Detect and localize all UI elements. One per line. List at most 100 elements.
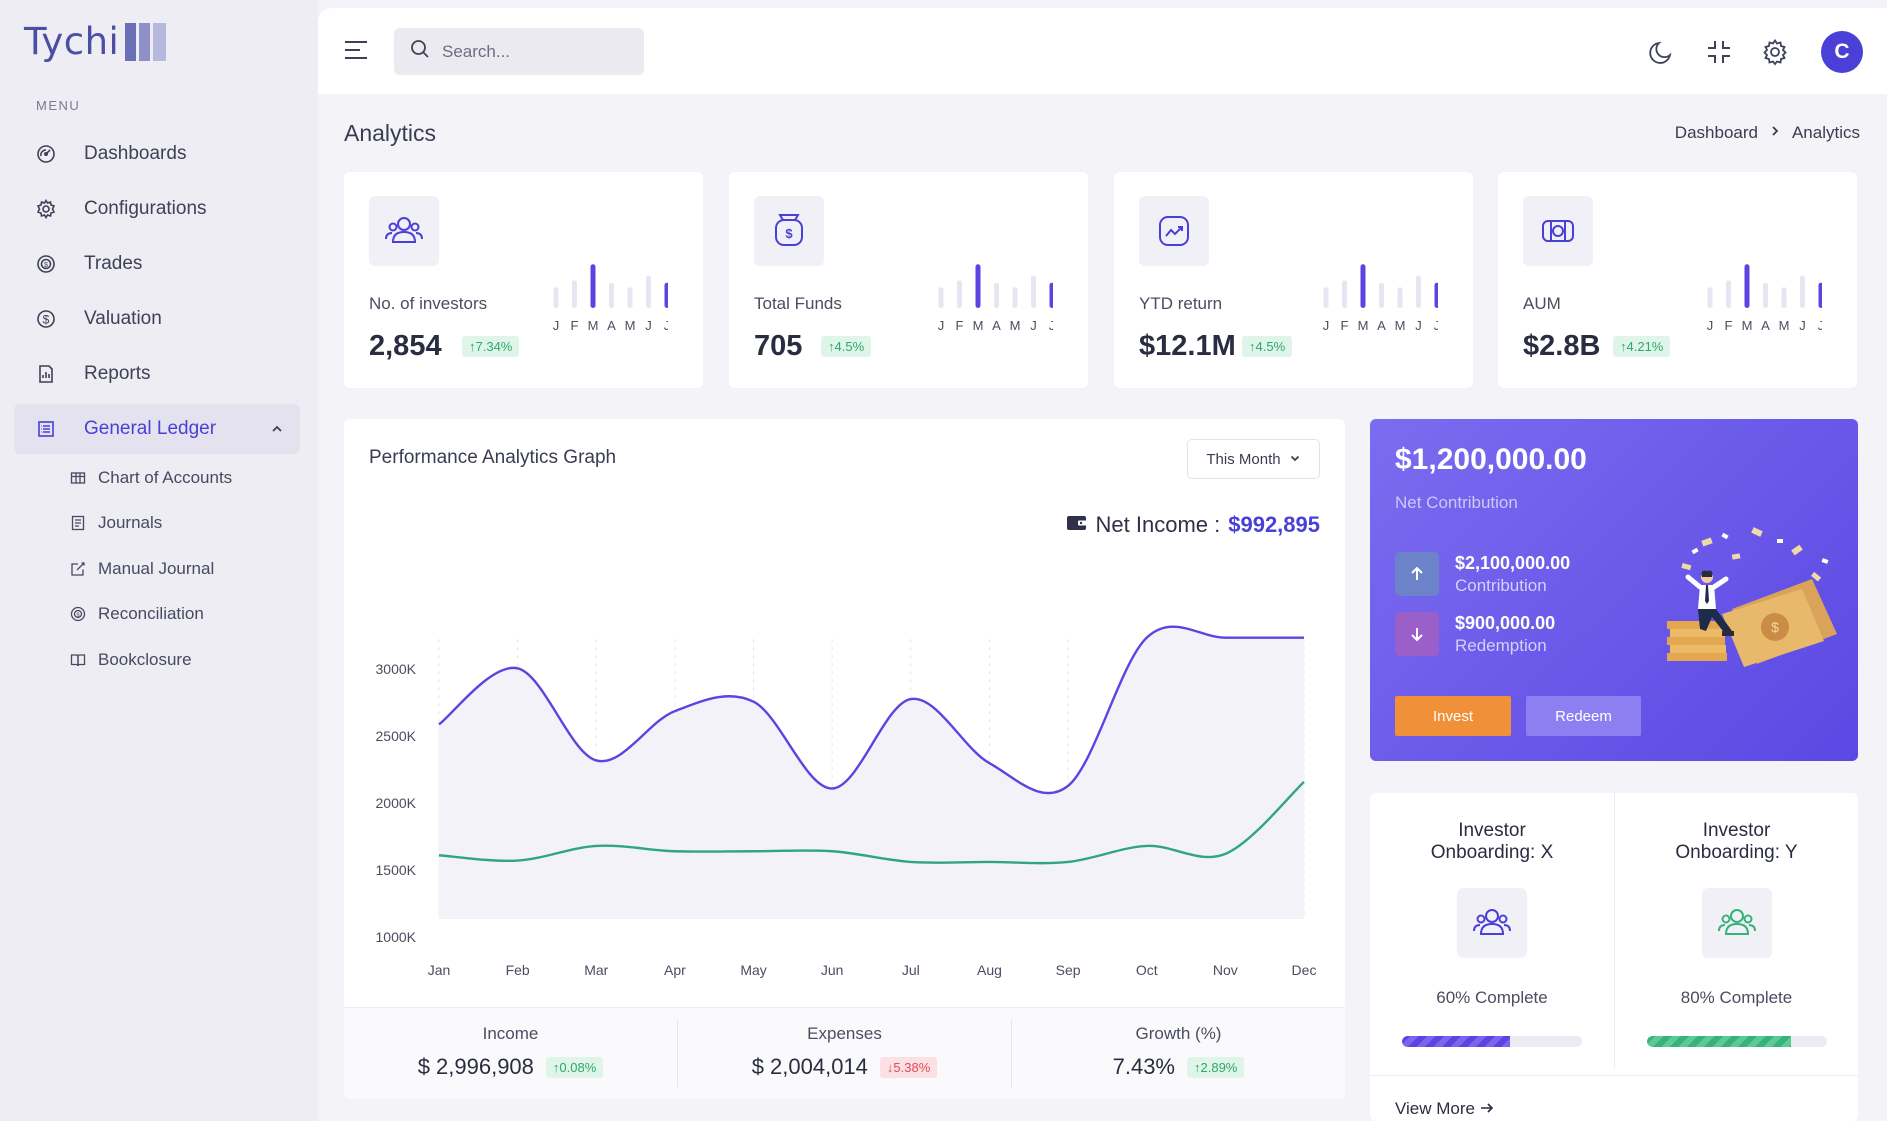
arrow-up-icon: ↑ <box>469 339 476 354</box>
sidebar-item-reports[interactable]: Reports <box>14 349 300 399</box>
sidebar-item-dashboards[interactable]: Dashboards <box>14 129 300 179</box>
period-dropdown[interactable]: This Month <box>1187 439 1320 479</box>
y-tick-label: 1000K <box>376 929 417 945</box>
sidebar-item-general-ledger[interactable]: General Ledger <box>14 404 300 454</box>
wallet-icon <box>1066 512 1088 538</box>
change-badge: ↓ 5.38% <box>879 1056 938 1078</box>
search-input[interactable] <box>442 41 622 62</box>
gauge-icon <box>34 142 58 166</box>
mini-month-label: F <box>1341 318 1349 333</box>
performance-summary: Income $ 2,996,908 ↑ 0.08% Expenses $ 2,0… <box>344 1007 1345 1099</box>
contribution-row: $2,100,000.00 Contribution <box>1395 552 1570 596</box>
mini-bar <box>1049 282 1055 308</box>
cash-icon <box>1523 196 1593 266</box>
users-icon <box>1701 888 1772 958</box>
sidebar-subitem-reconciliation[interactable]: $ Reconciliation <box>70 604 204 624</box>
sidebar-item-trades[interactable]: $ Trades <box>14 239 300 289</box>
gear-icon[interactable] <box>1761 38 1789 71</box>
mini-bar <box>664 282 670 308</box>
search-icon <box>410 39 430 64</box>
mini-bar <box>609 282 614 308</box>
subitem-label: Manual Journal <box>98 559 215 578</box>
view-more-link[interactable]: View More <box>1395 1099 1494 1119</box>
redeem-button[interactable]: Redeem <box>1526 696 1641 736</box>
mini-month-label: J <box>664 318 668 333</box>
svg-text:$: $ <box>44 262 48 269</box>
mini-bar <box>975 264 981 308</box>
x-tick-label: Jan <box>428 962 451 978</box>
sidebar-item-label: Valuation <box>84 308 162 329</box>
chevron-right-icon <box>1770 124 1780 142</box>
x-tick-label: Sep <box>1056 962 1081 978</box>
menu-label: MENU <box>36 98 81 113</box>
x-tick-label: Aug <box>977 962 1002 978</box>
mini-bar <box>590 264 596 308</box>
stat-label: AUM <box>1523 294 1561 313</box>
x-tick-label: Oct <box>1136 962 1158 978</box>
stat-value: $2.8B <box>1523 330 1601 362</box>
mini-bar <box>1800 275 1805 308</box>
breadcrumb-current: Analytics <box>1791 123 1860 142</box>
mini-month-label: M <box>973 318 984 333</box>
sidebar-subitem-manual-journal[interactable]: Manual Journal <box>70 559 214 579</box>
exit-fullscreen-icon[interactable] <box>1705 38 1733 71</box>
mini-bar <box>938 287 944 308</box>
change-badge: ↑ 4.5% <box>821 336 872 357</box>
performance-line-chart: 3000K 2500K 2000K 1500K 1000K Jan Feb Mar Apr May… <box>376 625 1316 978</box>
mini-month-label: M <box>1358 318 1369 333</box>
invest-button[interactable]: Invest <box>1395 696 1511 736</box>
logo[interactable]: Tychi <box>24 20 169 63</box>
sidebar-subitem-bookclosure[interactable]: Bookclosure <box>70 650 192 670</box>
change-badge: ↑ 0.08% <box>545 1056 604 1078</box>
mini-bar <box>1434 282 1440 308</box>
logo-text: Tychi <box>24 20 120 63</box>
subitem-label: Journals <box>98 513 163 532</box>
moon-icon[interactable] <box>1648 38 1676 71</box>
users-icon <box>369 196 439 266</box>
mini-month-label: J <box>1030 318 1037 333</box>
mini-bar <box>1360 264 1366 308</box>
mini-month-label: J <box>1434 318 1438 333</box>
arrow-up-icon: ↑ <box>1194 1059 1201 1075</box>
mini-month-label: M <box>588 318 599 333</box>
breadcrumb-link[interactable]: Dashboard <box>1674 123 1758 142</box>
edit-icon <box>70 561 86 577</box>
sidebar-subitem-chart-of-accounts[interactable]: Chart of Accounts <box>70 468 232 488</box>
svg-text:$: $ <box>43 313 50 327</box>
sidebar-item-label: Reports <box>84 363 151 384</box>
svg-text:$: $ <box>785 226 793 241</box>
x-tick-label: Feb <box>506 962 530 978</box>
sidebar-subitem-journals[interactable]: Journals <box>70 513 162 533</box>
sidebar-item-valuation[interactable]: $ Valuation <box>14 294 300 344</box>
onboarding-title: Investor <box>1458 820 1526 841</box>
stat-label: YTD return <box>1139 294 1223 313</box>
summary-expenses: Expenses $ 2,004,014 ↓ 5.38% <box>678 1020 1012 1087</box>
arrow-down-icon <box>1395 612 1439 656</box>
mini-month-label: M <box>1010 318 1021 333</box>
arrow-up-icon <box>1395 552 1439 596</box>
mini-month-label: A <box>1377 318 1386 333</box>
card-title: Performance Analytics Graph <box>369 447 617 468</box>
mini-bar <box>1781 287 1787 308</box>
mini-month-label: F <box>956 318 964 333</box>
mini-bar <box>1342 280 1347 308</box>
progress-text: 80% Complete <box>1680 988 1793 1007</box>
mini-month-label: J <box>938 318 945 333</box>
sidebar-item-configurations[interactable]: Configurations <box>14 184 300 234</box>
page-title: Analytics <box>344 120 437 146</box>
x-tick-label: Mar <box>584 962 608 978</box>
chevron-down-icon <box>1289 451 1301 468</box>
y-tick-label: 1500K <box>376 862 417 878</box>
menu-toggle-icon[interactable] <box>344 40 368 65</box>
mini-month-label: A <box>607 318 616 333</box>
avatar[interactable]: C <box>1821 31 1863 73</box>
users-icon <box>1457 888 1527 958</box>
topbar: C <box>318 8 1887 94</box>
mini-month-label: J <box>1323 318 1330 333</box>
onboarding-title: Onboarding: Y <box>1675 842 1798 863</box>
